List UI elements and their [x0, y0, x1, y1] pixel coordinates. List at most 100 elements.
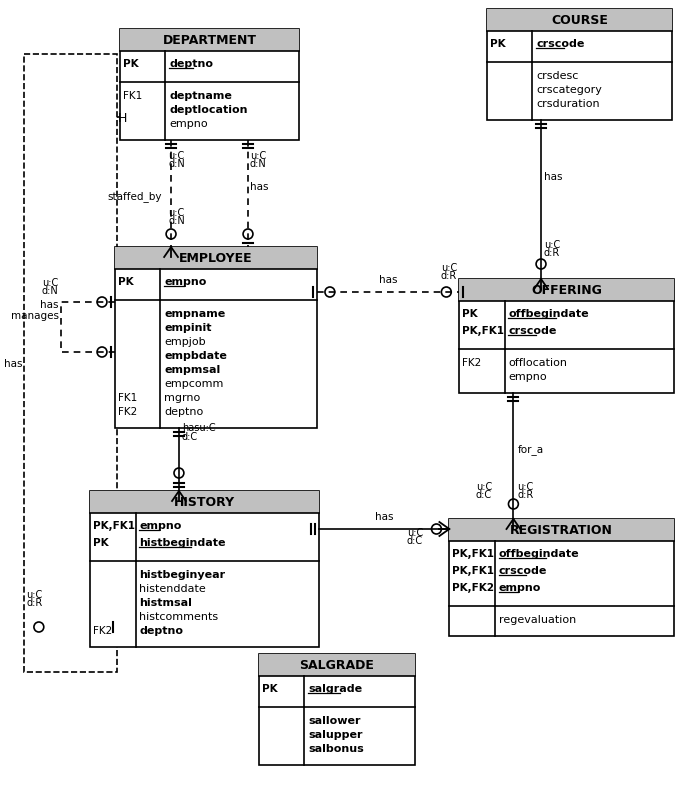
Text: u:C: u:C	[168, 208, 184, 217]
Bar	[120, 30, 299, 141]
Text: FK2: FK2	[462, 358, 482, 367]
Text: empno: empno	[509, 371, 547, 382]
Text: deptno: deptno	[139, 626, 184, 635]
Text: salbonus: salbonus	[308, 743, 364, 753]
Text: histmsal: histmsal	[139, 597, 193, 607]
Text: offbegindate: offbegindate	[499, 549, 579, 558]
Text: empno: empno	[499, 582, 541, 592]
Text: hasu:C: hasu:C	[182, 423, 215, 432]
Text: has: has	[379, 274, 397, 285]
Text: u:C: u:C	[168, 151, 184, 160]
Text: empno: empno	[169, 119, 208, 129]
Text: manages: manages	[10, 310, 59, 321]
Text: deptlocation: deptlocation	[169, 105, 248, 115]
Text: OFFERING: OFFERING	[531, 284, 602, 297]
Bar	[120, 30, 299, 52]
Text: PK: PK	[123, 59, 138, 69]
Text: u:C: u:C	[544, 240, 560, 249]
Text: histcomments: histcomments	[139, 611, 219, 622]
Text: FK2: FK2	[118, 407, 137, 416]
Text: has: has	[3, 358, 22, 369]
Text: PK: PK	[462, 309, 477, 318]
Text: d:N: d:N	[168, 216, 185, 225]
Text: crscode: crscode	[509, 326, 557, 335]
Text: crscode: crscode	[536, 39, 584, 49]
Text: empjob: empjob	[164, 337, 206, 346]
Text: PK,FK1: PK,FK1	[93, 520, 135, 530]
Text: has: has	[375, 512, 393, 521]
Bar	[486, 10, 672, 121]
Text: FK2: FK2	[93, 626, 112, 635]
Bar	[486, 10, 672, 32]
Text: EMPLOYEE: EMPLOYEE	[179, 252, 253, 265]
Text: salgrade: salgrade	[308, 683, 362, 693]
Text: d:C: d:C	[476, 489, 492, 500]
Text: empname: empname	[164, 309, 226, 318]
Text: u:C: u:C	[26, 589, 42, 599]
Text: has: has	[40, 300, 59, 310]
Bar	[259, 654, 415, 765]
Text: empno: empno	[164, 277, 206, 286]
Text: d:N: d:N	[42, 286, 59, 296]
Text: empinit: empinit	[164, 322, 212, 333]
Text: crsdesc: crsdesc	[536, 71, 578, 81]
Text: empmsal: empmsal	[164, 365, 220, 375]
Text: d:R: d:R	[518, 489, 533, 500]
Text: mgrno: mgrno	[164, 392, 200, 403]
Text: u:C: u:C	[42, 277, 59, 288]
Text: empno: empno	[139, 520, 182, 530]
Text: staffed_by: staffed_by	[107, 191, 161, 202]
Bar	[259, 654, 415, 676]
Text: PK,FK2: PK,FK2	[452, 582, 494, 592]
Bar	[449, 520, 674, 636]
Text: crsduration: crsduration	[536, 99, 600, 109]
Text: for_a: for_a	[518, 444, 544, 455]
Bar	[459, 280, 674, 394]
Bar	[24, 55, 117, 672]
Text: u:C: u:C	[476, 481, 492, 492]
Text: PK: PK	[118, 277, 133, 286]
Text: histbegindate: histbegindate	[139, 537, 226, 547]
Text: DEPARTMENT: DEPARTMENT	[163, 34, 257, 47]
Text: REGISTRATION: REGISTRATION	[511, 524, 613, 537]
Text: d:C: d:C	[182, 431, 198, 441]
Text: salupper: salupper	[308, 729, 363, 739]
Text: PK,FK1: PK,FK1	[452, 549, 494, 558]
Text: u:C: u:C	[407, 528, 423, 537]
Text: FK1: FK1	[118, 392, 137, 403]
Text: H: H	[118, 111, 127, 124]
Text: sallower: sallower	[308, 715, 361, 725]
Bar	[449, 520, 674, 541]
Text: PK: PK	[490, 39, 505, 49]
Bar	[90, 492, 319, 513]
Text: histbeginyear: histbeginyear	[139, 569, 226, 579]
Text: deptname: deptname	[169, 91, 232, 101]
Text: d:N: d:N	[168, 159, 185, 168]
Text: u:C: u:C	[250, 151, 266, 160]
Text: PK: PK	[262, 683, 277, 693]
Bar	[115, 248, 317, 428]
Bar	[459, 280, 674, 302]
Text: SALGRADE: SALGRADE	[299, 658, 374, 671]
Text: PK,FK1: PK,FK1	[452, 565, 494, 575]
Text: d:R: d:R	[441, 270, 457, 281]
Text: HISTORY: HISTORY	[174, 496, 235, 508]
Text: d:R: d:R	[544, 248, 560, 257]
Text: d:R: d:R	[26, 597, 42, 607]
Text: offbegindate: offbegindate	[509, 309, 589, 318]
Text: histenddate: histenddate	[139, 583, 206, 593]
Bar	[90, 492, 319, 647]
Text: has: has	[544, 172, 562, 182]
Text: deptno: deptno	[164, 407, 204, 416]
Text: PK,FK1: PK,FK1	[462, 326, 504, 335]
Text: regevaluation: regevaluation	[499, 614, 576, 624]
Text: FK1: FK1	[123, 91, 142, 101]
Text: u:C: u:C	[518, 481, 533, 492]
Text: crscategory: crscategory	[536, 85, 602, 95]
Bar	[115, 248, 317, 269]
Text: PK: PK	[93, 537, 109, 547]
Text: d:N: d:N	[250, 159, 267, 168]
Text: empbdate: empbdate	[164, 350, 227, 361]
Text: deptno: deptno	[169, 59, 213, 69]
Text: crscode: crscode	[499, 565, 547, 575]
